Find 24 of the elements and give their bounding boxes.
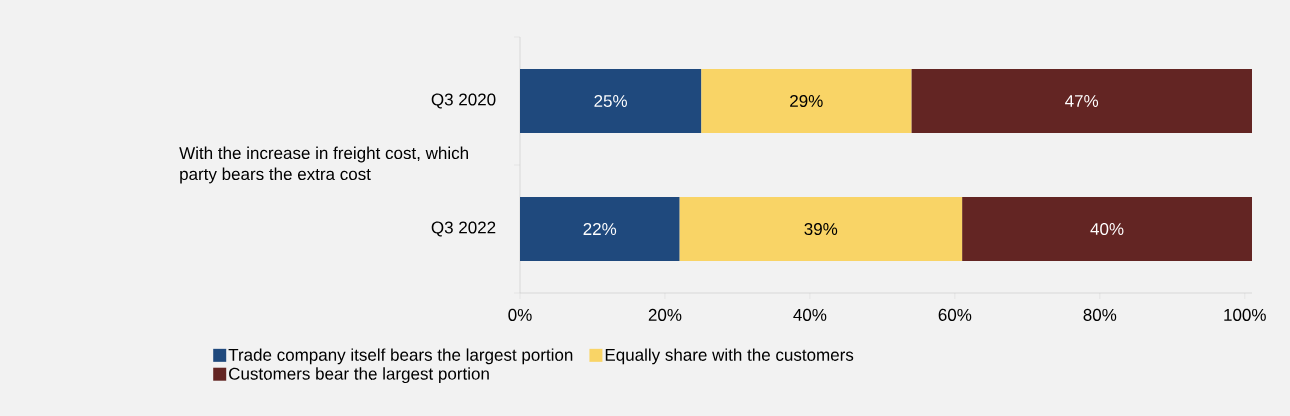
bar bbox=[962, 197, 1252, 261]
bar bbox=[520, 69, 702, 133]
y-axis-title: With the increase in freight cost, which party bears the extra cost bbox=[179, 146, 468, 184]
data-label: 47% bbox=[1065, 95, 1099, 107]
x-tick-label: 0% bbox=[508, 308, 532, 321]
x-tick-label: 40% bbox=[793, 308, 827, 321]
y-tick-label: Q3 2020 bbox=[431, 93, 496, 109]
x-tick-label: 100% bbox=[1224, 308, 1266, 321]
data-label: 22% bbox=[583, 223, 617, 235]
x-tick-label: 20% bbox=[648, 308, 682, 321]
data-label: 29% bbox=[790, 94, 823, 108]
x-tick-label: 60% bbox=[938, 308, 972, 321]
y-tick-label: Q3 2022 bbox=[431, 221, 496, 237]
bar bbox=[701, 69, 912, 133]
bar bbox=[911, 69, 1252, 133]
legend-label: Customers bear the largest portion bbox=[229, 367, 489, 384]
legend-label: Trade company itself bears the largest portion bbox=[228, 348, 573, 365]
data-label: 39% bbox=[804, 222, 838, 236]
data-label: 25% bbox=[594, 94, 627, 108]
legend-label: Equally share with the customers bbox=[605, 348, 854, 365]
bar bbox=[679, 197, 963, 261]
data-label: 40% bbox=[1090, 222, 1124, 236]
bar bbox=[520, 197, 680, 261]
x-tick-label: 80% bbox=[1083, 308, 1117, 321]
